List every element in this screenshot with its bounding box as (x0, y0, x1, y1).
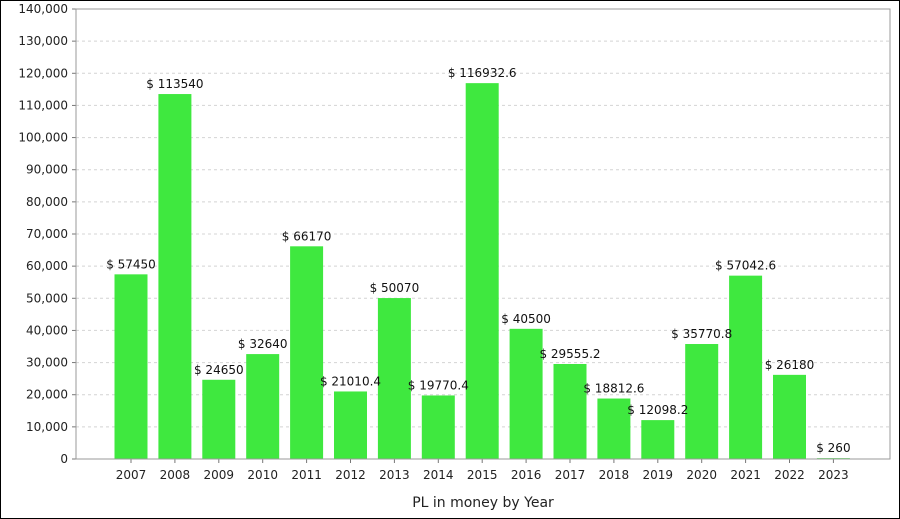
y-tick-label: 0 (60, 452, 68, 466)
data-label-2007: $ 57450 (106, 257, 156, 271)
bar-2007 (114, 274, 148, 459)
y-tick-label: 70,000 (26, 227, 68, 241)
bar-2014 (421, 395, 455, 459)
y-tick-label: 50,000 (26, 291, 68, 305)
data-label-2009: $ 24650 (194, 363, 244, 377)
x-tick-label-2013: 2013 (379, 468, 410, 482)
bars (114, 83, 850, 460)
x-tick-label-2016: 2016 (511, 468, 542, 482)
x-tick-label-2018: 2018 (599, 468, 630, 482)
data-label-2010: $ 32640 (238, 337, 288, 351)
x-tick-label-2021: 2021 (730, 468, 761, 482)
y-tick-label: 110,000 (18, 98, 68, 112)
data-labels: $ 57450 $ 113540 $ 24650 $ 32640 $ 66170 $ 21… (106, 66, 850, 455)
bar-2009 (202, 379, 236, 459)
x-tick-label-2015: 2015 (467, 468, 498, 482)
x-tick-label-2011: 2011 (291, 468, 322, 482)
x-tick-label-2023: 2023 (818, 468, 849, 482)
data-label-2017: $ 29555.2 (539, 347, 600, 361)
y-tick-label: 100,000 (18, 131, 68, 145)
y-axis-ticks: 0 10,000 20,000 30,000 40,000 50,000 60,000 70,… (18, 2, 76, 466)
y-tick-label: 30,000 (26, 356, 68, 370)
y-tick-label: 10,000 (26, 420, 68, 434)
data-label-2021: $ 57042.6 (715, 259, 776, 273)
data-label-2023: $ 260 (816, 441, 850, 455)
x-axis-ticks: 2007 2008 2009 2010 2011 2012 2013 2014 2015 2016… (116, 459, 849, 482)
plot-area-border (75, 8, 891, 460)
x-tick-label-2007: 2007 (116, 468, 147, 482)
y-tick-label: 140,000 (18, 2, 68, 16)
bar-2019 (641, 420, 675, 459)
data-label-2019: $ 12098.2 (627, 403, 688, 417)
data-label-2014: $ 19770.4 (408, 378, 469, 392)
data-label-2022: $ 26180 (765, 358, 815, 372)
bar-2021 (729, 275, 763, 459)
bar-2020 (685, 344, 719, 459)
bar-2016 (509, 328, 543, 459)
y-tick-label: 90,000 (26, 163, 68, 177)
data-label-2015: $ 116932.6 (448, 66, 517, 80)
y-tick-label: 120,000 (18, 66, 68, 80)
bar-2015 (465, 83, 499, 460)
bar-2008 (158, 94, 192, 460)
data-label-2020: $ 35770.8 (671, 327, 732, 341)
x-tick-label-2017: 2017 (555, 468, 586, 482)
x-tick-label-2020: 2020 (686, 468, 717, 482)
x-tick-label-2008: 2008 (160, 468, 191, 482)
y-tick-label: 60,000 (26, 259, 68, 273)
y-tick-label: 40,000 (26, 323, 68, 337)
bar-2010 (246, 354, 280, 459)
bar-2022 (773, 374, 806, 459)
data-label-2013: $ 50070 (370, 281, 420, 295)
bar-2011 (290, 246, 324, 459)
x-tick-label-2014: 2014 (423, 468, 454, 482)
bar-2017 (553, 364, 587, 459)
bar-2012 (334, 391, 367, 459)
data-label-2012: $ 21010.4 (320, 374, 381, 388)
x-axis-title: PL in money by Year (412, 495, 554, 511)
x-tick-label-2022: 2022 (774, 468, 805, 482)
x-tick-label-2010: 2010 (247, 468, 278, 482)
x-tick-label-2012: 2012 (335, 468, 366, 482)
x-tick-label-2019: 2019 (643, 468, 674, 482)
y-tick-label: 130,000 (18, 34, 68, 48)
x-tick-label-2009: 2009 (204, 468, 235, 482)
data-label-2011: $ 66170 (282, 229, 332, 243)
data-label-2018: $ 18812.6 (583, 382, 644, 396)
y-tick-label: 80,000 (26, 195, 68, 209)
data-label-2016: $ 40500 (501, 312, 551, 326)
bar-2018 (597, 398, 631, 459)
data-label-2008: $ 113540 (146, 77, 203, 91)
bar-2013 (377, 298, 411, 459)
y-tick-label: 20,000 (26, 388, 68, 402)
